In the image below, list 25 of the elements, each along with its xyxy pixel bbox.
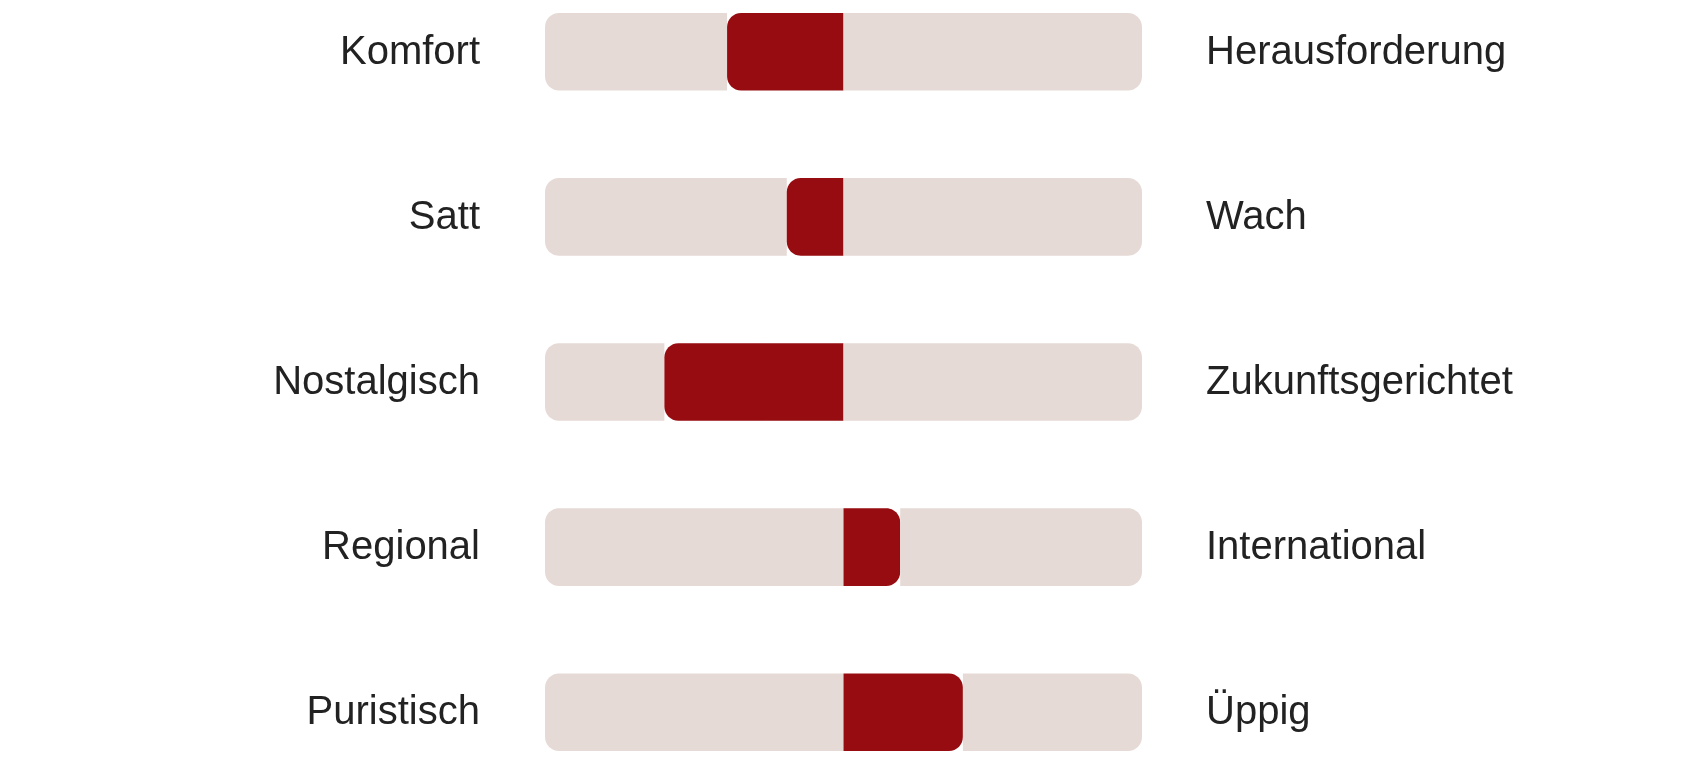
text: International xyxy=(1206,523,1427,568)
bar xyxy=(545,673,844,751)
bar xyxy=(545,343,665,421)
text: Zukunftsgerichtet xyxy=(1206,358,1513,402)
bar xyxy=(843,343,1142,421)
y-tick-label: Puristisch xyxy=(306,688,480,733)
y-tick-label: Regional xyxy=(322,523,480,568)
bar xyxy=(786,178,844,256)
bar xyxy=(843,508,901,586)
bar xyxy=(727,13,844,91)
bar xyxy=(843,178,1142,256)
bar xyxy=(843,673,963,751)
y-tick-label: Nostalgisch xyxy=(273,358,480,402)
text: Wach xyxy=(1206,192,1307,237)
bar xyxy=(900,508,1142,586)
y-tick-label: Satt xyxy=(408,192,480,237)
bar xyxy=(545,178,787,256)
text: Üppig xyxy=(1206,688,1311,733)
bar xyxy=(545,13,728,91)
bar xyxy=(843,13,1142,91)
bar xyxy=(962,673,1142,751)
y-tick-label: Komfort xyxy=(339,27,480,72)
text: Herausforderung xyxy=(1206,27,1507,72)
bar xyxy=(545,508,844,586)
bar xyxy=(664,343,844,421)
